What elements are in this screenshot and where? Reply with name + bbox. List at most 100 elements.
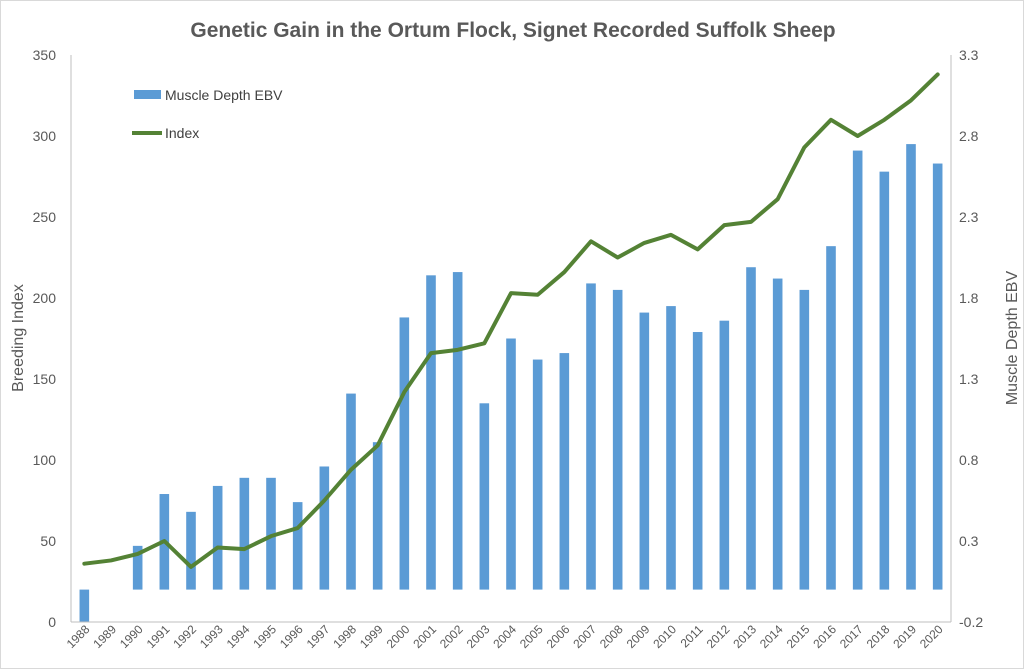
index-point [243,548,245,550]
left-axis-title: Breeding Index [10,284,27,392]
x-tick-label: 2002 [437,622,466,651]
right-tick-label: 0.8 [959,452,979,468]
right-tick-label: 3.3 [959,47,979,63]
x-tick-label: 2007 [570,622,599,651]
x-tick-label: 1994 [224,622,253,651]
bar-muscle-depth [506,338,516,590]
bar-muscle-depth [399,317,410,590]
index-point [457,349,459,351]
bar-muscle-depth [426,275,436,590]
right-tick-label: 2.3 [959,209,979,225]
x-tick-label: 1996 [277,622,306,651]
index-point [297,527,299,529]
x-tick-label: 1998 [330,622,359,651]
index-point [430,352,432,354]
left-tick-label: 100 [33,452,57,468]
index-point [270,535,272,537]
x-tick-label: 1992 [170,622,199,651]
index-point [590,240,592,242]
bar-muscle-depth [692,332,703,590]
index-point [537,294,539,296]
x-tick-label: 2000 [384,622,413,651]
index-point [377,444,379,447]
bar-muscle-depth [639,312,650,590]
index-point [803,146,805,148]
legend-label-bar: Muscle Depth EBV [165,87,283,103]
index-point [937,73,939,76]
bar-muscle-depth [852,150,863,590]
index-point [830,119,832,121]
index-point [83,563,85,565]
index-point [483,342,485,344]
index-point [217,546,219,549]
x-tick-label: 1989 [90,622,119,651]
bar-muscle-depth [612,289,623,590]
right-tick-label: -0.2 [959,614,983,630]
index-point [563,271,565,273]
index-point [777,198,779,200]
right-tick-label: 1.3 [959,371,979,387]
right-tick-label: 1.8 [959,290,979,306]
x-tick-label: 2010 [650,622,679,651]
index-point [510,292,512,294]
legend-swatch-bar [134,90,161,99]
index-point [323,499,325,502]
bar-muscle-depth [266,477,276,590]
left-tick-label: 350 [33,47,57,63]
x-tick-label: 2020 [917,622,946,651]
right-tick-label: 0.3 [959,533,979,549]
x-tick-label: 1993 [197,622,226,651]
index-point [723,224,725,226]
bar-muscle-depth [346,393,356,590]
left-tick-label: 0 [48,614,56,630]
index-point [403,391,405,393]
x-tick-label: 2016 [810,622,839,651]
index-point [750,221,752,223]
x-tick-label: 2005 [517,622,546,651]
index-point [350,469,352,471]
x-tick-label: 2018 [864,622,893,651]
x-tick-label: 1999 [357,622,386,651]
index-point [190,566,192,568]
x-tick-label: 2001 [410,622,439,651]
line-series [82,72,940,569]
right-axis-title: Muscle Depth EBV [1004,271,1021,406]
bar-series [79,144,943,622]
x-tick-label: 2015 [784,622,813,651]
bar-muscle-depth [719,320,730,590]
x-tick-label: 2013 [730,622,759,651]
x-tick-label: 2008 [597,622,626,651]
bar-muscle-depth [666,306,676,590]
x-tick-label: 2009 [624,622,653,651]
x-tick-label: 1991 [144,622,173,651]
bar-muscle-depth [79,589,90,622]
index-point [137,553,139,555]
bar-muscle-depth [772,278,783,590]
bar-muscle-depth [906,144,916,590]
bar-muscle-depth [239,477,250,590]
bar-muscle-depth [879,171,890,590]
index-point [110,559,112,562]
legend: Muscle Depth EBV Index [132,87,283,141]
x-tick-label: 2017 [837,622,866,651]
bar-muscle-depth [319,466,330,590]
x-tick-label: 2004 [490,622,519,651]
left-tick-label: 250 [33,209,57,225]
index-point [883,119,885,121]
bar-muscle-depth [212,485,223,590]
x-tick-label: 2014 [757,622,786,651]
bar-muscle-depth [746,267,756,590]
bar-muscle-depth [932,163,943,590]
index-point [163,540,165,542]
bar-muscle-depth [586,283,596,590]
left-tick-label: 300 [33,128,57,144]
index-point [670,234,672,236]
axes [70,55,952,623]
index-point [643,242,645,244]
x-tick-label: 2011 [678,622,706,650]
chart-title: Genetic Gain in the Ortum Flock, Signet … [190,19,835,42]
right-tick-label: 2.8 [959,128,979,144]
left-axis-ticks: 0 50 100 150 200 250 300 350 [33,47,57,630]
